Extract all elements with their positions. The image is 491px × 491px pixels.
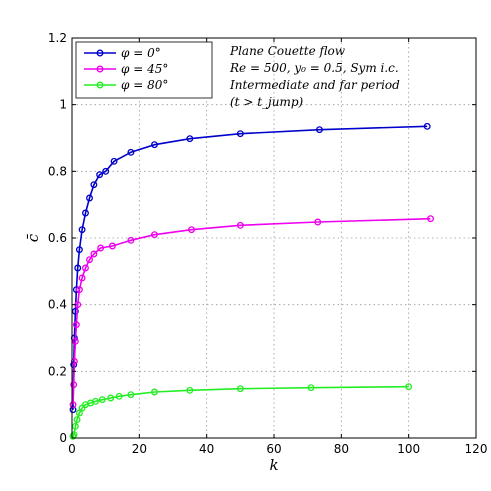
data-point — [151, 388, 158, 396]
data-point — [108, 242, 116, 250]
data-point — [71, 337, 79, 345]
data-point — [75, 286, 83, 294]
data-point — [127, 148, 135, 156]
data-point — [75, 409, 83, 417]
data-point — [236, 385, 244, 393]
data-point — [90, 250, 98, 258]
data-point — [78, 274, 86, 282]
y-tick-label: 0 — [59, 431, 67, 445]
x-tick-label: 60 — [266, 442, 281, 456]
series-1 — [69, 215, 434, 409]
data-point — [74, 264, 82, 272]
data-point — [82, 264, 89, 272]
data-point — [78, 226, 86, 234]
data-point — [186, 386, 194, 394]
data-point — [70, 431, 78, 439]
data-point — [75, 246, 83, 254]
data-point — [236, 221, 244, 229]
data-point — [96, 171, 104, 179]
legend-marker — [96, 65, 104, 73]
x-axis-label: k — [269, 456, 278, 474]
data-point — [92, 397, 100, 405]
y-tick-label: 0.8 — [48, 164, 67, 178]
data-point — [98, 396, 106, 404]
annotation: Plane Couette flow Re = 500, y₀ = 0.5, S… — [229, 44, 400, 109]
data-point — [307, 384, 315, 392]
series-line — [72, 385, 409, 437]
series-line — [72, 217, 431, 405]
legend: φ = 0° φ = 45° φ = 80° — [75, 41, 213, 99]
data-point — [316, 126, 323, 134]
legend-label: φ = 45° — [121, 62, 168, 76]
series-line — [72, 125, 428, 410]
series-2 — [69, 383, 413, 440]
annotation-line-4: (t > t_jump) — [230, 95, 304, 109]
data-point — [188, 226, 195, 234]
annotation-line-2: Re = 500, y₀ = 0.5, Sym i.c. — [229, 61, 399, 75]
x-tick-label: 0 — [68, 442, 76, 456]
data-point — [423, 122, 431, 130]
data-point — [82, 209, 89, 217]
x-tick-label: 120 — [465, 442, 488, 456]
x-tick-label: 40 — [199, 442, 214, 456]
data-point — [97, 244, 105, 252]
data-point — [102, 167, 110, 175]
y-tick-label: 1.2 — [48, 31, 67, 45]
data-point — [72, 321, 80, 329]
legend-marker — [96, 81, 104, 89]
data-point — [86, 194, 93, 202]
y-tick-label: 0.4 — [48, 298, 67, 312]
data-point — [151, 231, 158, 239]
x-tick-label: 20 — [132, 442, 147, 456]
annotation-line-3: Intermediate and far period — [229, 78, 400, 92]
data-point — [115, 392, 123, 400]
data-point — [127, 391, 135, 399]
x-tick-label: 100 — [397, 442, 420, 456]
data-point — [127, 236, 135, 244]
y-tick-label: 1 — [59, 98, 67, 112]
data-point — [427, 215, 434, 223]
data-point — [186, 135, 194, 143]
series-0 — [69, 122, 431, 414]
legend-label: φ = 80° — [121, 78, 168, 92]
data-point — [151, 141, 158, 149]
data-point — [71, 422, 79, 430]
data-point — [86, 256, 93, 264]
series-layer — [69, 122, 434, 440]
data-point — [90, 181, 98, 189]
grid — [72, 38, 476, 438]
y-axis-label: c̄ — [24, 233, 42, 242]
y-tick-label: 0.6 — [48, 231, 67, 245]
legend-box — [75, 41, 213, 99]
y-tick-label: 0.2 — [48, 364, 67, 378]
ticks: 0 20 40 60 80 100 120 0 0.2 0.4 0.6 0.8 1 1.2 — [48, 31, 488, 456]
data-point — [71, 307, 79, 315]
data-point — [236, 130, 244, 138]
data-point — [70, 381, 78, 389]
data-point — [73, 416, 81, 424]
data-point — [405, 383, 413, 391]
legend-label: φ = 0° — [121, 46, 161, 60]
legend-marker — [96, 49, 104, 57]
data-point — [69, 401, 77, 409]
x-tick-label: 80 — [334, 442, 349, 456]
data-point — [314, 218, 322, 226]
data-point — [110, 157, 118, 165]
data-point — [107, 394, 115, 402]
annotation-line-1: Plane Couette flow — [229, 44, 346, 58]
